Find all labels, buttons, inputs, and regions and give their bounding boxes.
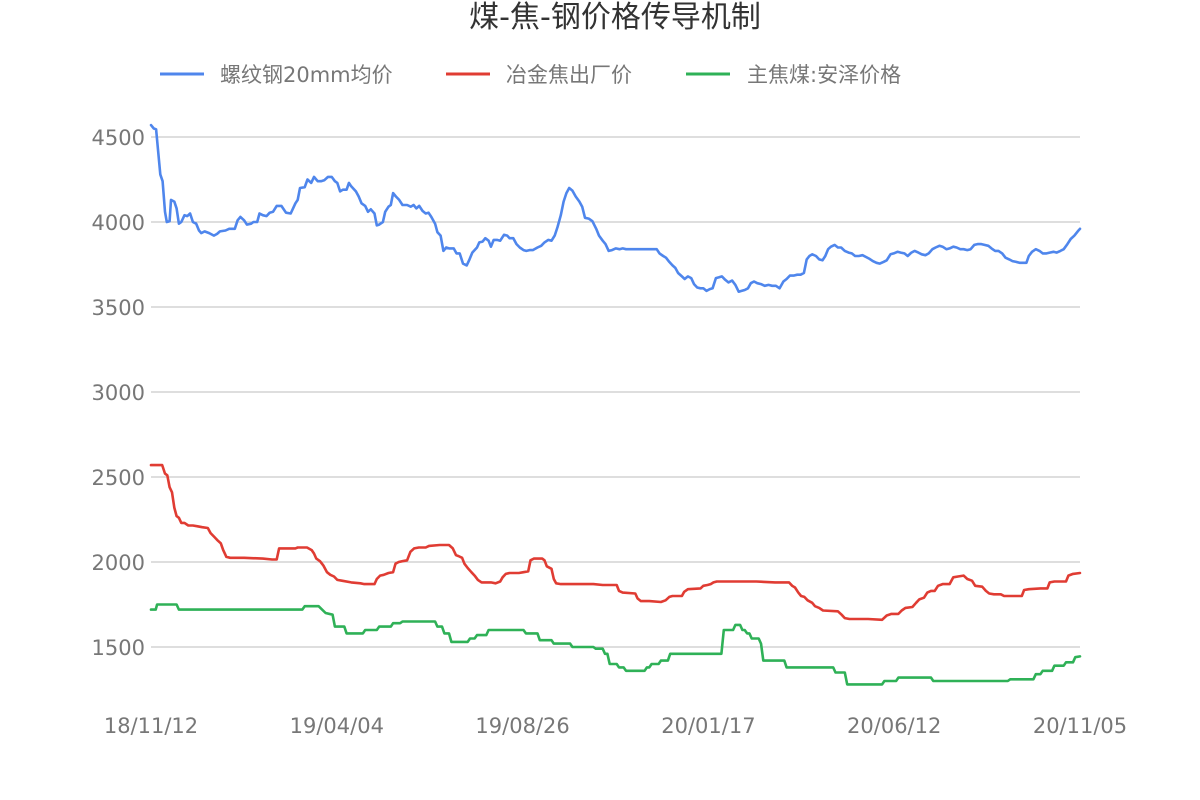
plot-area [149,123,1082,686]
legend: 螺纹钢20mm均价 冶金焦出厂价 主焦煤:安泽价格 [160,63,901,87]
series-line-coal [149,603,1082,686]
series-line-coke [149,463,1082,622]
y-tick-label: 3000 [92,381,145,405]
series-line-rebar [149,123,1082,293]
legend-label-coal: 主焦煤:安泽价格 [747,63,901,87]
y-tick-label: 4500 [92,126,145,150]
x-tick-label: 19/04/04 [290,714,384,738]
x-axis: 18/11/12 19/04/04 19/08/26 20/01/17 20/06/12… [104,714,1127,738]
legend-label-rebar: 螺纹钢20mm均价 [220,63,393,87]
x-tick-label: 20/01/17 [661,714,755,738]
y-tick-label: 2500 [92,466,145,490]
legend-label-coke: 冶金焦出厂价 [506,63,632,87]
x-tick-label: 20/06/12 [847,714,941,738]
grid [151,136,1080,648]
y-tick-label: 3500 [92,296,145,320]
x-tick-label: 19/08/26 [475,714,569,738]
chart-title: 煤-焦-钢价格传导机制 [469,0,761,35]
x-tick-label: 18/11/12 [104,714,198,738]
y-tick-label: 2000 [92,551,145,575]
y-axis: 1500 2000 2500 3000 3500 4000 4500 [92,126,145,660]
y-tick-label: 4000 [92,211,145,235]
y-tick-label: 1500 [92,636,145,660]
x-tick-label: 20/11/05 [1033,714,1127,738]
